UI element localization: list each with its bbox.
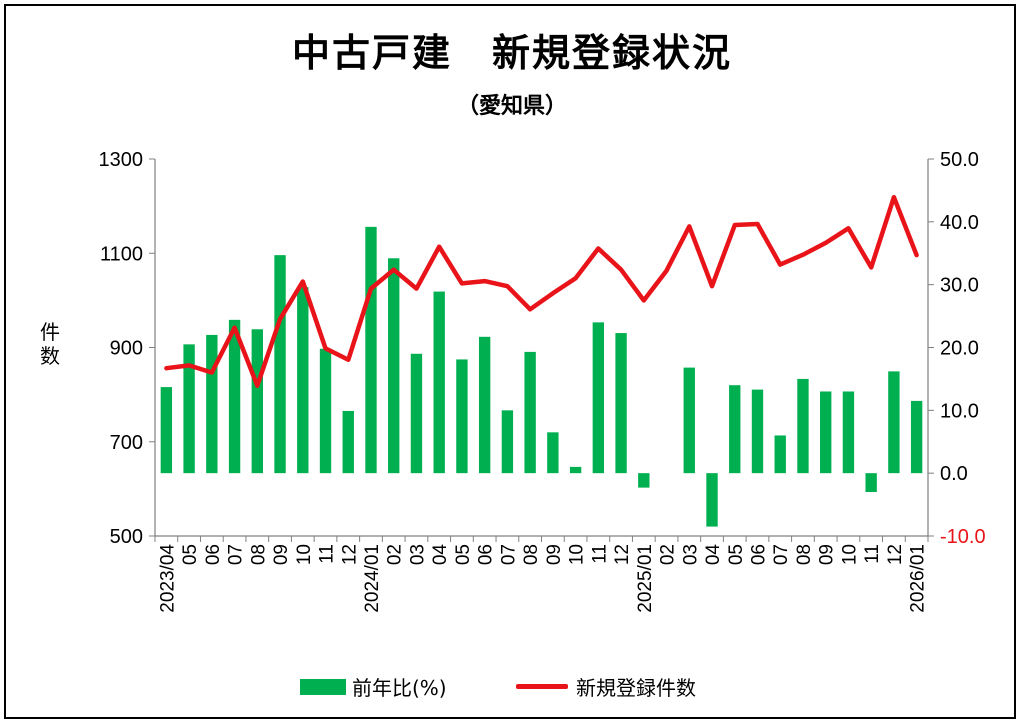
- x-tick-label: 05: [180, 544, 201, 565]
- bar-yoy-8: [342, 410, 354, 474]
- x-tick-label: 09: [817, 544, 838, 565]
- legend-swatch-bar: [300, 678, 346, 695]
- y-right-tick-label: 50.0: [940, 149, 979, 171]
- bar-yoy-23: [683, 367, 695, 474]
- bar-yoy-0: [160, 387, 173, 474]
- bar-yoy-11: [410, 353, 423, 474]
- x-tick-label: 11: [862, 544, 883, 564]
- bar-yoy-9: [365, 226, 377, 474]
- y-right-tick-label: 30.0: [940, 275, 979, 297]
- bar-yoy-25: [729, 385, 741, 474]
- y-left-tick-label: 1300: [99, 149, 144, 171]
- x-tick-label: 2024/01: [362, 544, 383, 613]
- legend-item-bar: 前年比(%): [300, 672, 447, 701]
- bar-yoy-10: [388, 258, 400, 474]
- bar-yoy-14: [478, 336, 491, 474]
- bar-yoy-17: [547, 432, 559, 474]
- legend-item-line: 新規登録件数: [516, 672, 696, 701]
- y-right-tick-label: 0.0: [940, 463, 968, 485]
- x-tick-label: 06: [748, 544, 769, 565]
- y-right-tick-label: 20.0: [940, 338, 979, 360]
- y-right-tick-label: 10.0: [940, 400, 979, 422]
- x-tick-label: 06: [476, 544, 497, 565]
- x-tick-label: 2025/01: [635, 544, 656, 613]
- x-tick-label: 11: [317, 544, 338, 564]
- chart-frame: [4, 4, 1016, 719]
- legend-label-line: 新規登録件数: [576, 676, 696, 700]
- bar-yoy-21: [638, 473, 650, 488]
- bar-yoy-27: [774, 435, 786, 474]
- y-axis-label: 件数: [40, 320, 60, 368]
- x-tick-label: 08: [794, 544, 815, 565]
- bar-yoy-20: [615, 333, 627, 474]
- bar-yoy-3: [228, 319, 241, 474]
- x-tick-label: 09: [544, 544, 565, 565]
- bar-yoy-30: [842, 391, 855, 474]
- x-tick-label: 06: [203, 544, 224, 565]
- x-tick-label: 03: [407, 544, 428, 565]
- bar-yoy-5: [274, 255, 286, 474]
- x-tick-label: 12: [885, 544, 906, 565]
- bar-yoy-24: [706, 473, 718, 527]
- x-tick-label: 05: [453, 544, 474, 565]
- bar-yoy-16: [524, 351, 536, 474]
- x-tick-label: 2026/01: [908, 544, 929, 613]
- x-tick-label: 03: [680, 544, 701, 565]
- bar-yoy-31: [865, 473, 877, 493]
- y-left-tick-label: 500: [110, 526, 143, 548]
- bar-yoy-18: [569, 466, 582, 474]
- x-tick-label: 10: [294, 544, 315, 565]
- y-left-tick-label: 700: [110, 432, 143, 454]
- bar-yoy-32: [888, 371, 900, 474]
- bar-yoy-12: [433, 291, 445, 474]
- x-tick-label: 05: [726, 544, 747, 565]
- x-tick-label: 11: [589, 544, 610, 564]
- x-tick-label: 04: [430, 544, 451, 566]
- x-tick-label: 07: [498, 544, 519, 565]
- bar-yoy-13: [456, 359, 468, 474]
- x-tick-label: 04: [703, 544, 724, 566]
- x-tick-label: 07: [771, 544, 792, 565]
- chart-subtitle: （愛知県）: [456, 94, 567, 119]
- bar-yoy-26: [751, 389, 764, 474]
- y-right-tick-label: -10.0: [940, 526, 986, 548]
- legend-swatch-line: [516, 684, 568, 689]
- bar-yoy-6: [297, 287, 309, 474]
- y-left-tick-label: 1100: [100, 243, 143, 265]
- y-right-tick-label: 40.0: [940, 212, 979, 234]
- chart-title: 中古戸建 新規登録状況: [291, 31, 732, 75]
- x-tick-label: 10: [567, 544, 588, 565]
- legend-label-bar: 前年比(%): [352, 676, 447, 700]
- x-tick-label: 10: [839, 544, 860, 565]
- bar-yoy-29: [820, 391, 832, 474]
- x-tick-label: 07: [226, 544, 247, 565]
- bar-yoy-7: [319, 348, 332, 474]
- x-tick-label: 09: [271, 544, 292, 565]
- line-new-registrations: [164, 194, 919, 388]
- bar-yoy-19: [592, 322, 605, 474]
- bar-yoy-4: [251, 329, 263, 474]
- bar-yoy-33: [910, 400, 923, 474]
- x-tick-label: 12: [339, 544, 360, 565]
- bar-yoy-15: [501, 410, 514, 474]
- x-tick-label: 08: [248, 544, 269, 565]
- x-tick-label: 2023/04: [157, 544, 178, 613]
- bar-yoy-28: [797, 378, 809, 474]
- y-left-tick-label: 900: [110, 338, 143, 360]
- x-tick-label: 12: [612, 544, 633, 565]
- bar-yoy-1: [183, 344, 195, 474]
- x-tick-label: 08: [521, 544, 542, 565]
- x-tick-label: 02: [658, 544, 679, 565]
- legend: 前年比(%) 新規登録件数: [0, 672, 1024, 702]
- bar-yoy-2: [206, 334, 218, 474]
- x-tick-label: 02: [385, 544, 406, 565]
